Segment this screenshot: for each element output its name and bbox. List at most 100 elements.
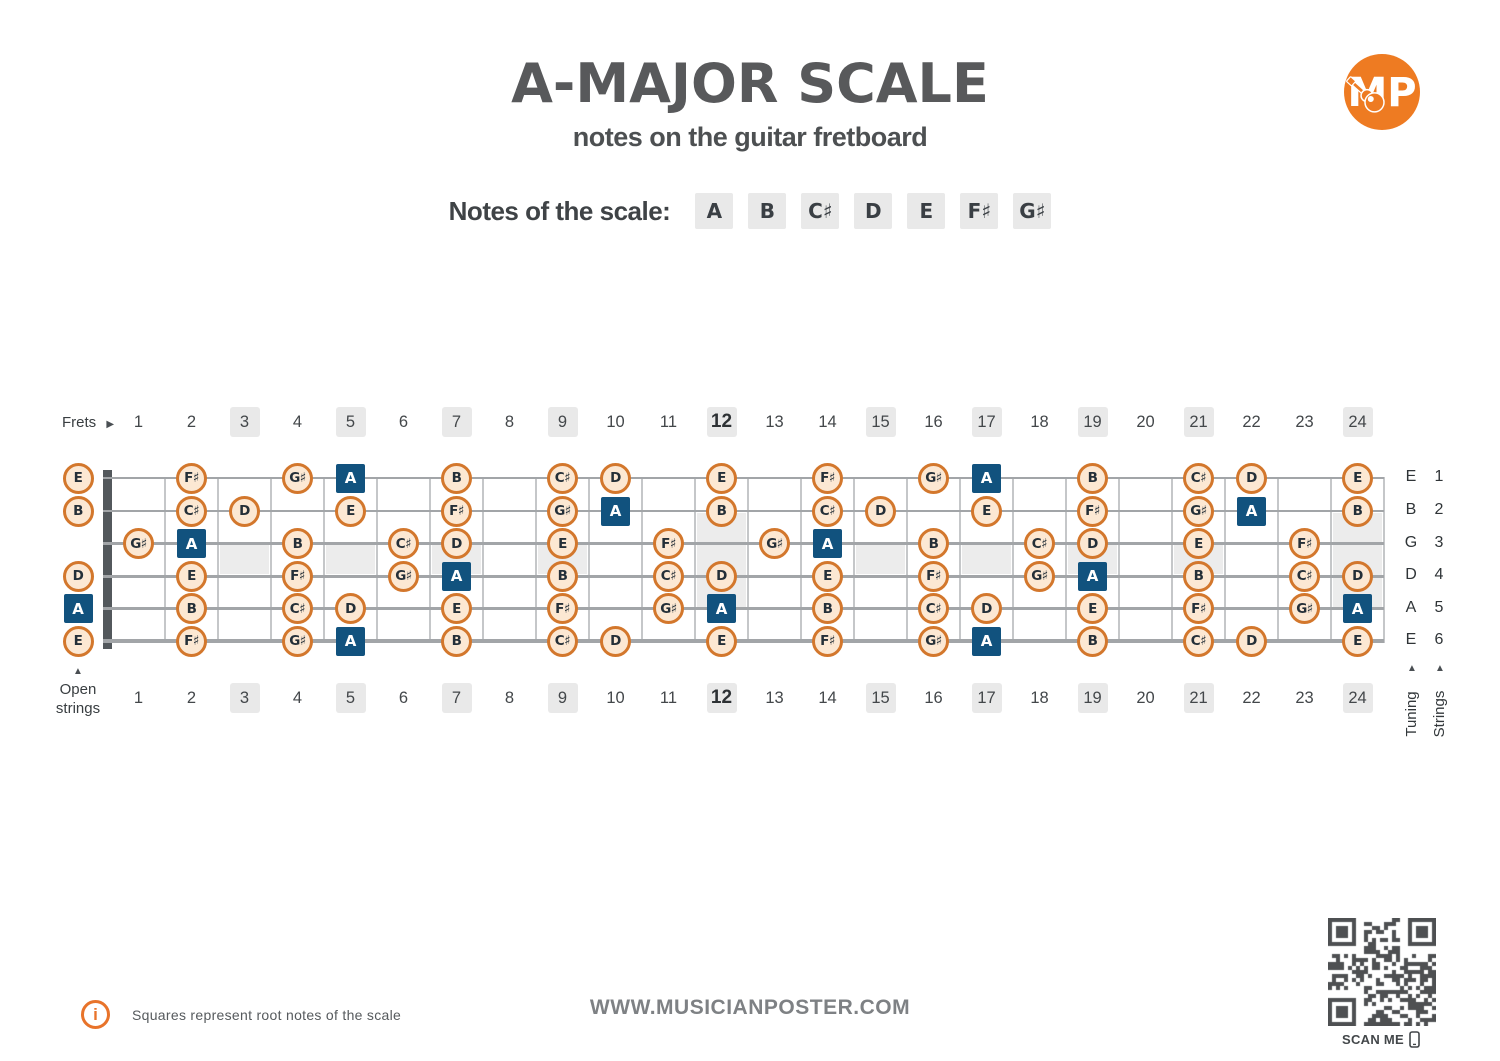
note-marker: G♯ <box>918 625 949 657</box>
frets-arrow-icon: ▶ <box>106 419 115 430</box>
note-marker: E <box>176 560 207 592</box>
note-marker: E <box>1077 593 1108 624</box>
fret-number: 23 <box>1295 413 1314 431</box>
fret-wire <box>482 477 484 643</box>
fret-number: 17 <box>971 407 1002 437</box>
note-marker: E <box>547 528 578 559</box>
note-marker: D <box>441 528 472 559</box>
fret-wire <box>959 477 961 643</box>
note-marker: G♯ <box>759 528 790 559</box>
fret-number: 15 <box>865 683 896 713</box>
root-note-marker: A <box>442 561 471 591</box>
root-note-marker: A <box>336 626 365 656</box>
string-line <box>103 574 1384 578</box>
inlay-cell <box>962 545 1011 574</box>
scale-note-badge: E <box>907 193 946 229</box>
note-marker: E <box>706 462 737 494</box>
fret-wire <box>376 477 378 643</box>
note-marker: D <box>335 593 366 624</box>
fret-wire <box>270 477 272 643</box>
scale-notes-label: Notes of the scale: <box>448 195 671 226</box>
fret-number: 17 <box>971 683 1002 713</box>
inlay-cell <box>326 545 375 574</box>
fret-number: 19 <box>1077 683 1108 713</box>
note-marker: C♯ <box>653 560 684 592</box>
fret-number: 13 <box>765 413 784 431</box>
note-marker: B <box>918 528 949 559</box>
root-note-marker: A <box>1078 561 1107 591</box>
open-strings-arrow-icon: ▲ <box>73 666 83 677</box>
tuning-letter-label: G <box>1404 533 1418 551</box>
strings-label: Strings <box>1431 690 1448 738</box>
musician-poster-logo: MP <box>1344 54 1420 130</box>
page-subtitle: notes on the guitar fretboard <box>572 122 928 152</box>
tuning-letter-label: D <box>1405 566 1417 583</box>
scale-note-badge: D <box>854 193 893 229</box>
note-marker: C♯ <box>282 593 313 624</box>
note-marker: D <box>600 625 631 657</box>
note-marker: F♯ <box>918 560 949 592</box>
string-line <box>103 542 1384 545</box>
note-marker: D <box>706 560 737 592</box>
string-line <box>103 606 1384 611</box>
inlay-cell <box>856 545 905 574</box>
fret-number: 11 <box>659 689 678 707</box>
note-marker: D <box>1077 528 1108 559</box>
inlay-cell <box>220 545 269 574</box>
string-line <box>103 638 1384 644</box>
fret-number: 11 <box>659 413 678 431</box>
fret-number: 1 <box>133 689 144 707</box>
fret-number: 22 <box>1242 689 1261 707</box>
note-marker: B <box>282 528 313 559</box>
scale-note-badge: C♯ <box>801 193 840 229</box>
fret-number: 10 <box>606 413 625 431</box>
root-note-marker: A <box>707 594 736 623</box>
note-marker: B <box>441 625 472 657</box>
fret-wire <box>641 477 643 643</box>
scale-note-badge: B <box>748 193 787 229</box>
note-marker: E <box>706 625 737 657</box>
note-marker: F♯ <box>1289 528 1320 559</box>
note-marker: B <box>441 462 472 494</box>
fret-number: 9 <box>547 407 578 437</box>
fret-number: 20 <box>1136 689 1155 707</box>
root-note-marker: A <box>177 529 206 558</box>
root-note-marker: A <box>1343 594 1372 623</box>
fret-wire <box>1065 477 1067 643</box>
fret-number: 5 <box>335 683 366 713</box>
fret-wire <box>429 477 431 643</box>
note-marker: B <box>1183 560 1214 592</box>
fret-number: 7 <box>441 683 472 713</box>
fret-wire <box>1277 477 1279 643</box>
fret-number: 3 <box>229 683 260 713</box>
tuning-letter-label: E <box>1405 468 1417 485</box>
string-line <box>103 477 1384 479</box>
fret-wire <box>906 477 908 643</box>
note-marker: D <box>1236 462 1267 494</box>
fret-wire <box>800 477 802 643</box>
fret-number: 14 <box>818 689 837 707</box>
string-number-label: 5 <box>1434 598 1444 616</box>
fret-wire <box>1383 477 1385 643</box>
fret-number: 14 <box>818 413 837 431</box>
note-marker: C♯ <box>1024 528 1055 559</box>
string-number-label: 2 <box>1434 501 1444 518</box>
fret-number: 12 <box>706 407 737 437</box>
info-text: Squares represent root notes of the scal… <box>132 1006 402 1023</box>
root-note-marker: A <box>1237 496 1266 526</box>
note-marker: D <box>971 593 1002 624</box>
fret-number: 22 <box>1242 413 1261 431</box>
note-marker: C♯ <box>1289 560 1320 592</box>
tuning-letter-label: B <box>1405 501 1417 518</box>
note-marker: G♯ <box>123 528 154 559</box>
scale-note-badge: G♯ <box>1013 193 1052 229</box>
note-marker: F♯ <box>176 462 207 494</box>
scale-note-badge: A <box>695 193 734 229</box>
tuning-label: Tuning <box>1403 691 1420 737</box>
root-note-marker: A <box>601 496 630 526</box>
note-marker: G♯ <box>282 625 313 657</box>
note-marker: G♯ <box>388 560 419 592</box>
note-marker: F♯ <box>812 625 843 657</box>
